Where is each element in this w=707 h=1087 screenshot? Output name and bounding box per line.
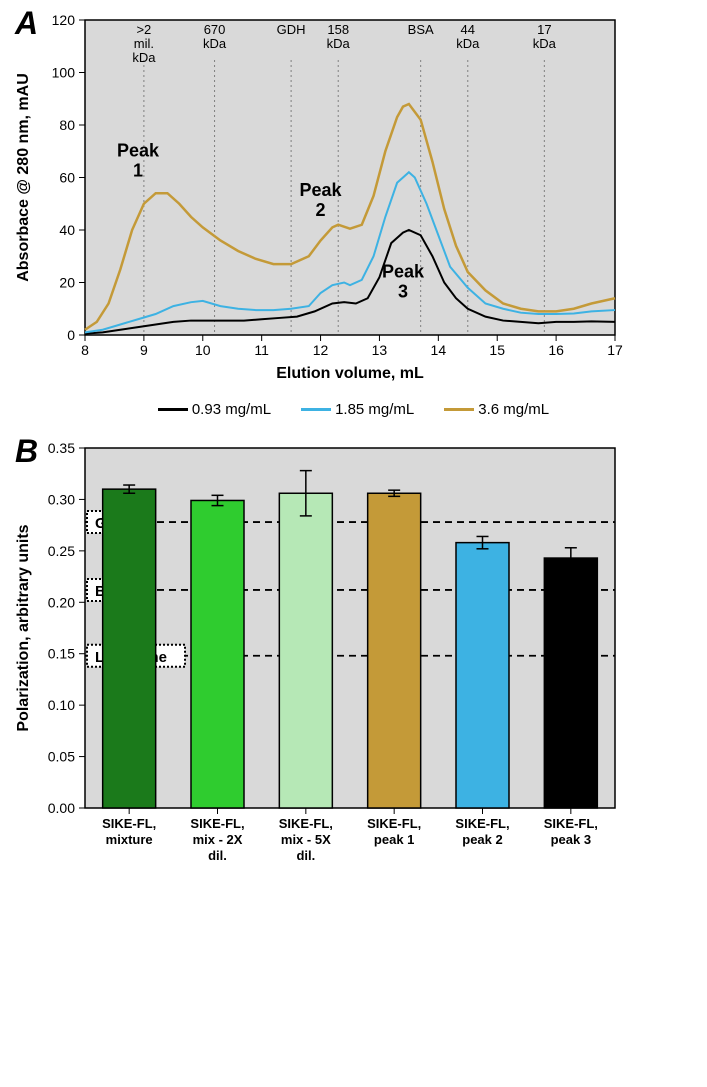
panel-b-label: B	[15, 433, 38, 470]
svg-text:Peak: Peak	[382, 261, 425, 281]
svg-text:120: 120	[52, 12, 76, 28]
svg-text:GDH: GDH	[277, 22, 306, 37]
svg-text:kDa: kDa	[533, 36, 557, 51]
svg-text:9: 9	[140, 342, 148, 358]
legend-item: 3.6 mg/mL	[444, 401, 549, 418]
svg-text:20: 20	[59, 275, 75, 291]
svg-text:12: 12	[313, 342, 329, 358]
svg-text:mix - 2X: mix - 2X	[193, 832, 243, 847]
svg-text:kDa: kDa	[327, 36, 351, 51]
svg-text:kDa: kDa	[456, 36, 480, 51]
svg-text:0.30: 0.30	[48, 491, 75, 507]
svg-text:kDa: kDa	[203, 36, 227, 51]
panel-a-container: A >2mil.kDa670kDaGDH158kDaBSA44kDa17kDa8…	[10, 10, 697, 418]
svg-text:0.10: 0.10	[48, 697, 75, 713]
svg-text:dil.: dil.	[208, 848, 227, 863]
svg-text:BSA: BSA	[408, 22, 434, 37]
svg-text:2: 2	[316, 200, 326, 220]
svg-text:SIKE-FL,: SIKE-FL,	[367, 816, 421, 831]
svg-text:SIKE-FL,: SIKE-FL,	[102, 816, 156, 831]
svg-text:11: 11	[254, 342, 269, 358]
svg-text:0.35: 0.35	[48, 440, 75, 456]
svg-text:0.20: 0.20	[48, 594, 75, 610]
svg-text:Elution volume, mL: Elution volume, mL	[276, 365, 424, 382]
svg-text:mil.: mil.	[134, 36, 154, 51]
svg-text:60: 60	[59, 170, 75, 186]
bar-chart: 0.00 0.05 0.10 0.15 0.20 0.25 0.30 0.35 Polariza…	[10, 438, 630, 918]
svg-text:0: 0	[67, 327, 75, 343]
svg-text:Peak: Peak	[117, 141, 160, 161]
svg-text:13: 13	[372, 342, 388, 358]
svg-text:peak 2: peak 2	[462, 832, 502, 847]
svg-text:Polarization, arbitrary units: Polarization, arbitrary units	[15, 524, 32, 731]
svg-text:SIKE-FL,: SIKE-FL,	[190, 816, 244, 831]
svg-text:SIKE-FL,: SIKE-FL,	[455, 816, 509, 831]
svg-text:3: 3	[398, 281, 408, 301]
svg-text:158: 158	[327, 22, 349, 37]
svg-text:Absorbace @ 280 nm, mAU: Absorbace @ 280 nm, mAU	[15, 73, 32, 282]
svg-text:16: 16	[548, 342, 564, 358]
svg-text:>2: >2	[136, 22, 151, 37]
svg-text:SIKE-FL,: SIKE-FL,	[544, 816, 598, 831]
svg-text:dil.: dil.	[296, 848, 315, 863]
line-chart: >2mil.kDa670kDaGDH158kDaBSA44kDa17kDa891…	[10, 10, 630, 390]
svg-text:0.15: 0.15	[48, 646, 75, 662]
panel-a-label: A	[15, 5, 38, 42]
svg-text:1: 1	[133, 161, 143, 181]
svg-text:100: 100	[52, 65, 76, 81]
svg-text:peak 1: peak 1	[374, 832, 414, 847]
svg-text:17: 17	[607, 342, 623, 358]
svg-text:14: 14	[431, 342, 447, 358]
legend-item: 1.85 mg/mL	[301, 401, 414, 418]
svg-text:17: 17	[537, 22, 551, 37]
svg-text:SIKE-FL,: SIKE-FL,	[279, 816, 333, 831]
svg-text:peak 3: peak 3	[551, 832, 591, 847]
panel-b-container: B 0.000.050.100.150.200.250.300.35Polari…	[10, 438, 697, 918]
svg-text:670: 670	[204, 22, 226, 37]
svg-text:mix - 5X: mix - 5X	[281, 832, 331, 847]
svg-text:0.05: 0.05	[48, 749, 75, 765]
svg-text:0.00: 0.00	[48, 800, 75, 816]
svg-text:10: 10	[195, 342, 211, 358]
svg-text:mixture: mixture	[106, 832, 153, 847]
svg-text:8: 8	[81, 342, 89, 358]
svg-text:80: 80	[59, 117, 75, 133]
svg-text:40: 40	[59, 222, 75, 238]
chart-legend: 0.93 mg/mL 1.85 mg/mL 3.6 mg/mL	[10, 398, 697, 418]
svg-text:Peak: Peak	[300, 180, 343, 200]
svg-text:kDa: kDa	[132, 50, 156, 65]
legend-item: 0.93 mg/mL	[158, 401, 271, 418]
svg-text:15: 15	[489, 342, 505, 358]
svg-text:0.25: 0.25	[48, 543, 75, 559]
svg-text:44: 44	[461, 22, 475, 37]
